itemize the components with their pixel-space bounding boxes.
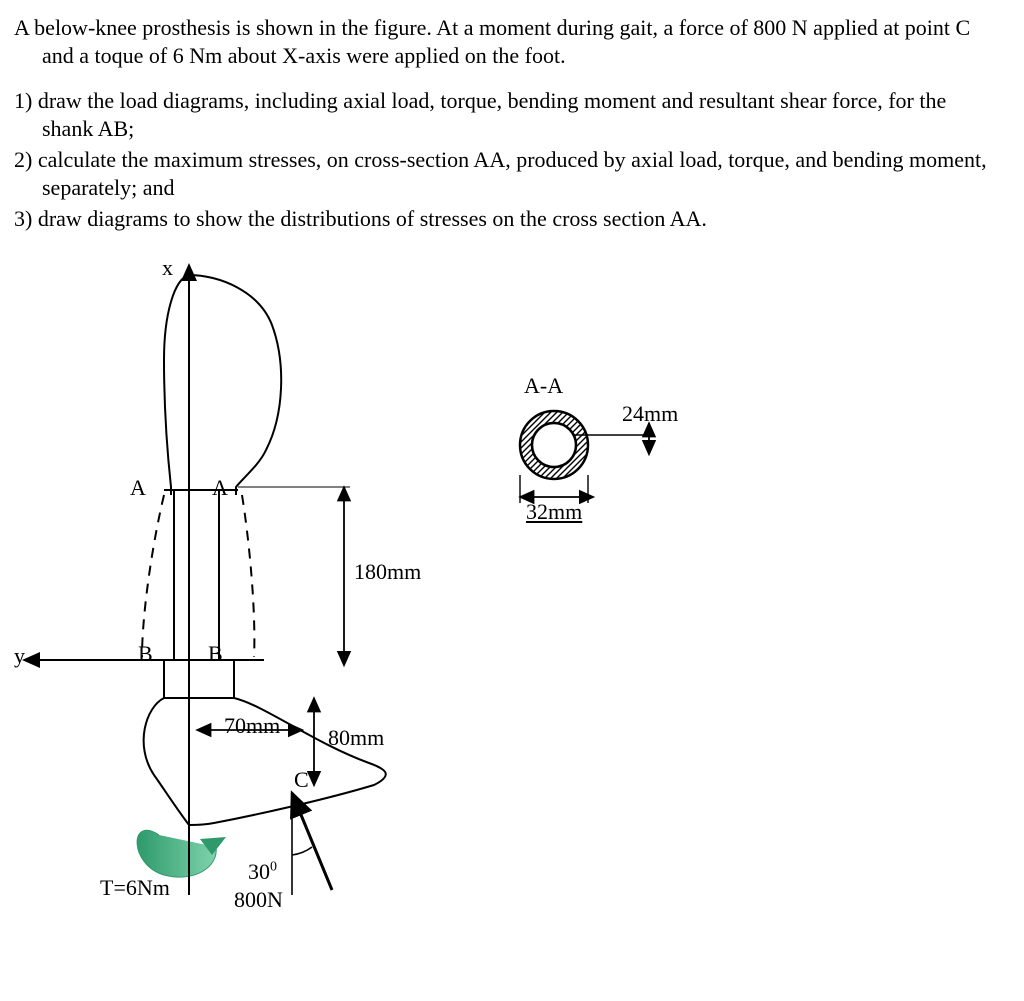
axis-x-label: x [162,255,173,281]
section-b-left: B [138,641,153,667]
question-1: 1) draw the load diagrams, including axi… [14,87,998,142]
force-magnitude: 800N [234,887,283,913]
section-a-right: A [212,475,228,501]
angle-deg: 0 [270,859,277,874]
outer-diameter: 32mm [526,499,582,525]
dim-shank-length: 180mm [354,559,421,585]
point-c-label: C [294,767,309,793]
dim-foot-offset-x: 80mm [328,725,384,751]
figure-area: x y A A B B 180mm 70mm 80mm C 300 800N T… [14,255,994,945]
section-aa-title: A-A [524,373,563,399]
section-b-right: B [208,641,223,667]
angle-number: 30 [248,859,270,884]
inner-diameter: 24mm [622,401,678,427]
prosthesis-drawing [14,255,994,945]
force-angle: 300 [248,859,277,885]
torque-label: T=6Nm [100,875,170,901]
section-a-left: A [130,475,146,501]
question-2: 2) calculate the maximum stresses, on cr… [14,146,998,201]
question-3: 3) draw diagrams to show the distributio… [14,205,998,233]
dim-foot-offset-y: 70mm [224,713,280,739]
problem-intro: A below-knee prosthesis is shown in the … [14,14,998,69]
axis-y-label: y [14,643,25,669]
